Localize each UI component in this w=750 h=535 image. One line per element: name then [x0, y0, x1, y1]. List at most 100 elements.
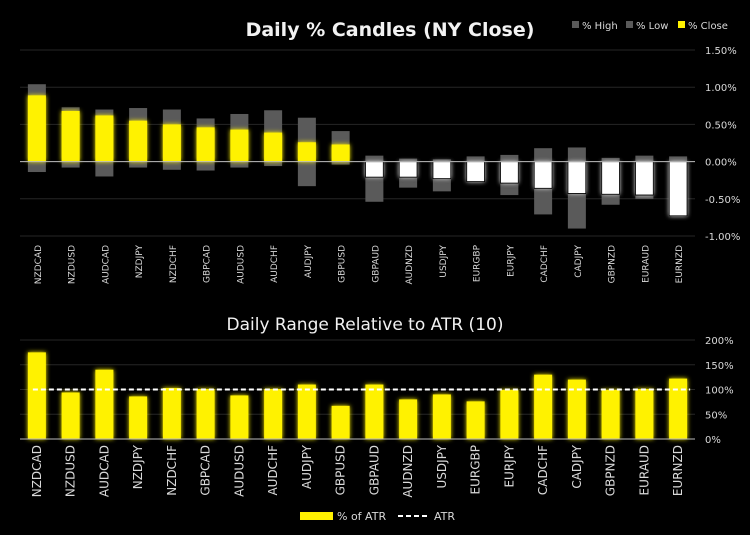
y-tick-label: 0.00%: [705, 158, 737, 169]
pct-atr-bar: [534, 374, 553, 439]
close-bar: [466, 161, 486, 183]
x-tick-label: USDJPY: [435, 444, 449, 488]
close-bar: [196, 127, 215, 162]
x-tick-label: USDJPY: [439, 245, 449, 278]
pct-atr-bar: [669, 378, 688, 439]
y-tick-label: 200%: [705, 336, 734, 347]
legend-pct-atr-swatch: [300, 512, 333, 520]
pct-atr-bar: [567, 379, 586, 439]
x-tick-label: GBPCAD: [199, 445, 213, 496]
x-tick-label: CADJPY: [570, 444, 584, 488]
pct-atr-bar: [95, 369, 114, 439]
x-tick-label: GBPAUD: [371, 245, 381, 283]
y-tick-label: 50%: [705, 410, 727, 421]
pct-atr-bar: [432, 394, 451, 439]
x-tick-label: NZDJPY: [131, 444, 145, 489]
x-tick-label: EURGBP: [473, 244, 483, 282]
pct-atr-bar: [365, 384, 384, 439]
x-tick-label: EURAUD: [641, 245, 651, 283]
x-tick-label: NZDCHF: [165, 445, 179, 496]
x-tick-label: AUDCHF: [270, 245, 280, 283]
pct-atr-bar: [331, 405, 350, 439]
pct-atr-bar: [399, 399, 418, 439]
x-tick-label: CADCHF: [540, 245, 550, 283]
pct-atr-bar: [196, 389, 215, 439]
legend-atr-label: ATR: [434, 510, 455, 523]
legend-low-swatch: [626, 21, 633, 28]
x-tick-label: AUDCAD: [97, 445, 111, 497]
pct-atr-bar: [264, 389, 283, 439]
y-tick-label: 1.50%: [705, 46, 737, 57]
x-tick-label: NZDCHF: [169, 245, 179, 283]
close-bar: [567, 161, 587, 195]
y-tick-label: 100%: [705, 386, 734, 397]
x-tick-label: EURAUD: [637, 445, 651, 495]
pct-atr-bar: [297, 384, 316, 439]
pct-atr-bar: [61, 392, 80, 439]
close-bar: [230, 129, 249, 162]
y-tick-label: -1.00%: [705, 232, 740, 243]
pct-atr-bar: [129, 396, 148, 439]
x-tick-label: EURJPY: [502, 444, 516, 487]
close-bar: [95, 115, 114, 162]
close-bar: [398, 161, 418, 178]
x-tick-label: NZDJPY: [135, 245, 145, 279]
close-bar: [297, 142, 316, 162]
close-bar: [129, 120, 148, 162]
pct-atr-bar: [230, 395, 249, 439]
x-tick-label: AUDJPY: [304, 245, 314, 279]
x-tick-label: GBPUSD: [334, 445, 348, 495]
x-tick-label: EURGBP: [469, 445, 483, 494]
x-tick-label: EURJPY: [506, 245, 516, 277]
x-tick-label: EURNZD: [675, 245, 685, 283]
close-bar: [27, 95, 46, 162]
candles-legend: % High % Low % Close: [572, 21, 728, 32]
pct-atr-bar: [27, 352, 46, 439]
x-tick-label: AUDNZD: [401, 445, 415, 498]
pct-atr-bar: [635, 389, 654, 439]
close-bar: [331, 144, 350, 162]
y-tick-label: 0.50%: [705, 120, 737, 131]
close-bar: [533, 161, 553, 189]
legend-high-label: % High: [582, 21, 618, 32]
x-tick-label: GBPAUD: [367, 445, 381, 495]
x-tick-label: CADCHF: [536, 445, 550, 495]
x-tick-label: GBPCAD: [203, 245, 213, 283]
x-tick-label: GBPNZD: [604, 445, 618, 496]
legend-high-swatch: [572, 21, 579, 28]
x-tick-label: AUDNZD: [405, 245, 415, 285]
x-tick-label: AUDCHF: [266, 445, 280, 496]
close-bar: [668, 161, 688, 217]
y-tick-label: 1.00%: [705, 83, 737, 94]
legend-close-swatch: [678, 21, 685, 28]
x-tick-label: GBPNZD: [608, 245, 618, 283]
pct-atr-bar: [500, 389, 519, 439]
x-tick-label: EURNZD: [671, 445, 685, 496]
x-tick-label: AUDUSD: [236, 245, 246, 284]
x-tick-label: AUDJPY: [300, 444, 314, 489]
pct-atr-bar: [162, 388, 181, 439]
pct-atr-bar: [601, 389, 620, 439]
y-tick-label: -0.50%: [705, 195, 740, 206]
pct-atr-bar: [466, 401, 485, 439]
x-tick-label: NZDUSD: [64, 445, 78, 497]
x-tick-label: CADJPY: [574, 245, 584, 278]
y-tick-label: 0%: [705, 435, 721, 446]
x-tick-label: AUDUSD: [232, 445, 246, 497]
x-tick-label: NZDUSD: [68, 245, 78, 284]
legend-low-label: % Low: [636, 21, 668, 32]
atr-legend: % of ATR ATR: [300, 510, 455, 523]
close-bar: [499, 161, 519, 184]
legend-close-label: % Close: [688, 21, 728, 32]
close-bar: [162, 124, 181, 162]
close-bar: [264, 132, 283, 162]
x-tick-label: NZDCAD: [34, 245, 44, 284]
atr-title: Daily Range Relative to ATR (10): [227, 315, 504, 335]
close-bar: [364, 161, 384, 178]
close-bar: [61, 111, 80, 162]
y-tick-label: 150%: [705, 361, 734, 372]
close-bar: [634, 161, 654, 196]
legend-pct-atr-label: % of ATR: [337, 510, 386, 523]
x-tick-label: AUDCAD: [101, 245, 111, 284]
